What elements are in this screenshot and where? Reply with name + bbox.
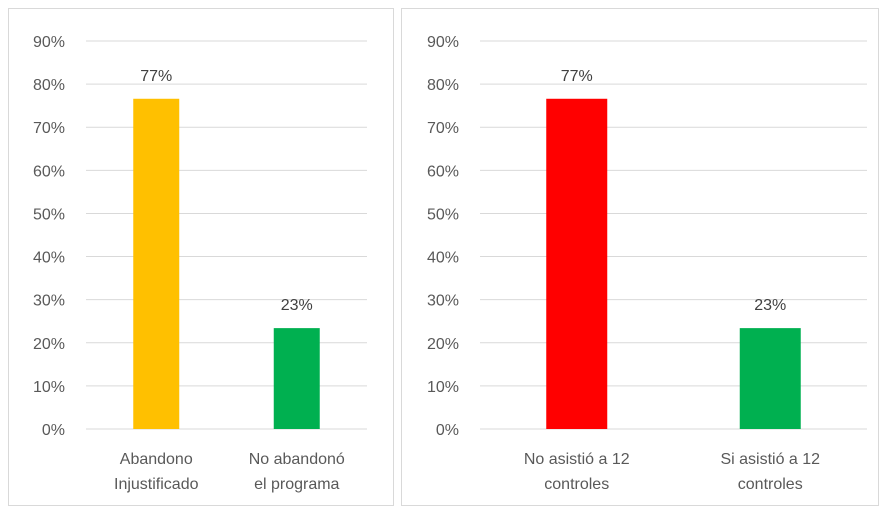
left-y-tick-label: 10% [33,379,65,396]
right-y-tick-label: 30% [427,293,459,310]
left-y-tick-label: 60% [33,163,65,180]
right-data-label-1: 77% [561,68,593,85]
left-y-tick-label: 0% [42,422,65,439]
chart-left: 0% 10% 20% 30% 40% 50% 60% 70% 80% 90% 77% Abandono… [33,34,367,493]
right-y-tick-label: 70% [427,120,459,137]
left-category-label-1: Abandono [120,451,193,468]
left-data-label-1: 77% [140,68,172,85]
right-category-label-2: Si asistió a 12 [720,451,820,468]
right-y-tick-label: 40% [427,250,459,267]
right-y-tick-label: 50% [427,206,459,223]
right-y-tick-label: 10% [427,379,459,396]
right-bar-2 [739,328,801,429]
left-bar-2 [273,328,320,429]
right-y-tick-label: 90% [427,34,459,51]
left-y-tick-label: 20% [33,336,65,353]
right-category-label-2: controles [738,476,803,493]
left-y-tick-label: 90% [33,34,65,51]
right-category-label-1: controles [544,476,609,493]
left-y-tick-label: 30% [33,293,65,310]
right-y-tick-label: 60% [427,163,459,180]
left-category-label-2: el programa [254,476,339,493]
right-bar-1 [546,98,608,429]
left-category-label-1: Injustificado [114,476,199,493]
left-y-tick-label: 80% [33,77,65,94]
right-category-label-1: No asistió a 12 [524,451,630,468]
left-bar-1 [133,98,180,429]
right-data-label-2: 23% [754,297,786,314]
left-y-tick-label: 40% [33,250,65,267]
left-data-label-2: 23% [281,297,313,314]
chart-right-panel: 0% 10% 20% 30% 40% 50% 60% 70% 80% 90% 77% No asist… [401,8,879,506]
left-y-tick-label: 70% [33,120,65,137]
left-category-label-2: No abandonó [249,451,345,468]
chart-right: 0% 10% 20% 30% 40% 50% 60% 70% 80% 90% 77% No asist… [427,34,867,493]
left-y-tick-label: 50% [33,206,65,223]
right-y-tick-label: 80% [427,77,459,94]
right-y-tick-label: 20% [427,336,459,353]
right-y-tick-label: 0% [436,422,459,439]
chart-left-panel: 0% 10% 20% 30% 40% 50% 60% 70% 80% 90% 77% Abandono… [8,8,394,506]
